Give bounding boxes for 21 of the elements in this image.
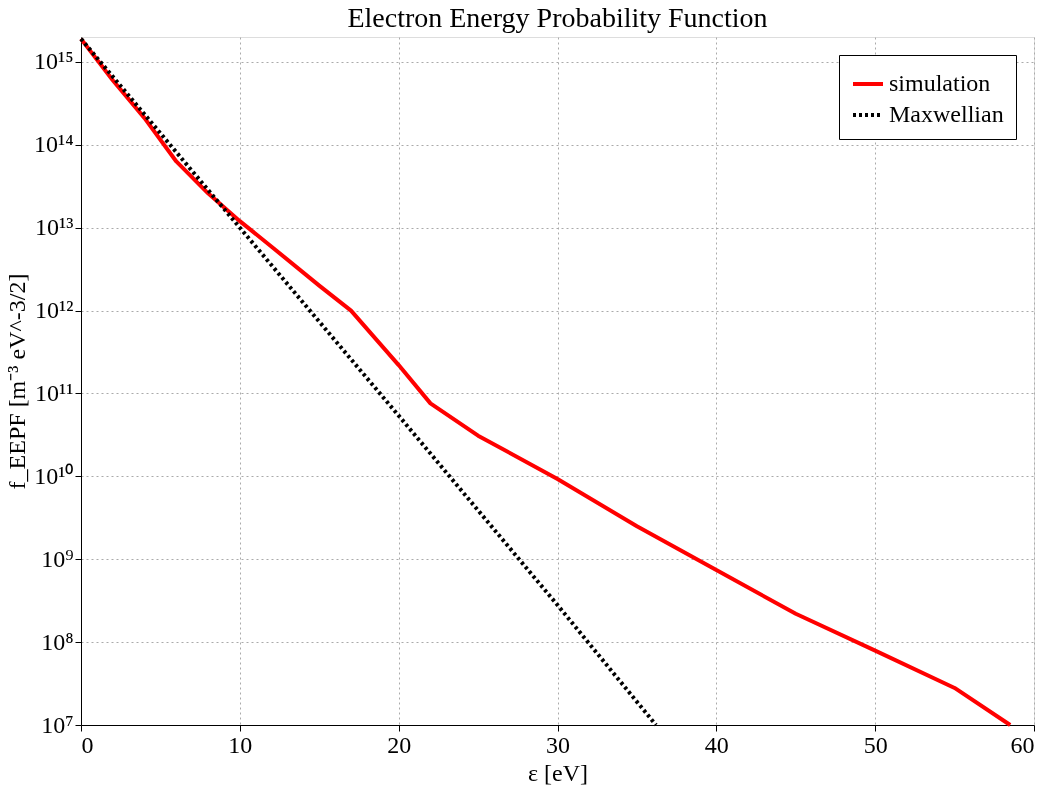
y-tick-label: 10⁸ (41, 628, 74, 655)
x-axis-title: ε [eV] (527, 759, 589, 786)
x-tick-label: 60 (1010, 731, 1035, 758)
y-tick-label: 10¹⁰ (34, 462, 74, 489)
x-tick-label: 40 (704, 731, 729, 758)
y-tick-label: 10¹³ (35, 214, 74, 241)
legend-label: Maxwellian (889, 101, 1004, 127)
y-tick-label: 10¹⁵ (33, 48, 74, 75)
y-tick-label: 10⁷ (41, 711, 74, 738)
legend-label: simulation (889, 70, 991, 96)
y-tick-label: 10¹² (35, 297, 74, 324)
y-tick-label: 10⁹ (41, 545, 74, 572)
x-tick-label: 50 (863, 731, 888, 758)
chart-title: Electron Energy Probability Function (347, 1, 768, 33)
y-tick-label: 10¹¹ (35, 379, 74, 406)
x-tick-label: 0 (81, 731, 94, 758)
x-tick-label: 20 (387, 731, 412, 758)
y-axis-title: f_EEPF [m⁻³ eV^-3/2] (3, 273, 30, 490)
x-tick-label: 30 (546, 731, 570, 758)
x-tick-label: 10 (228, 731, 253, 758)
y-tick-label: 10¹⁴ (33, 131, 74, 158)
